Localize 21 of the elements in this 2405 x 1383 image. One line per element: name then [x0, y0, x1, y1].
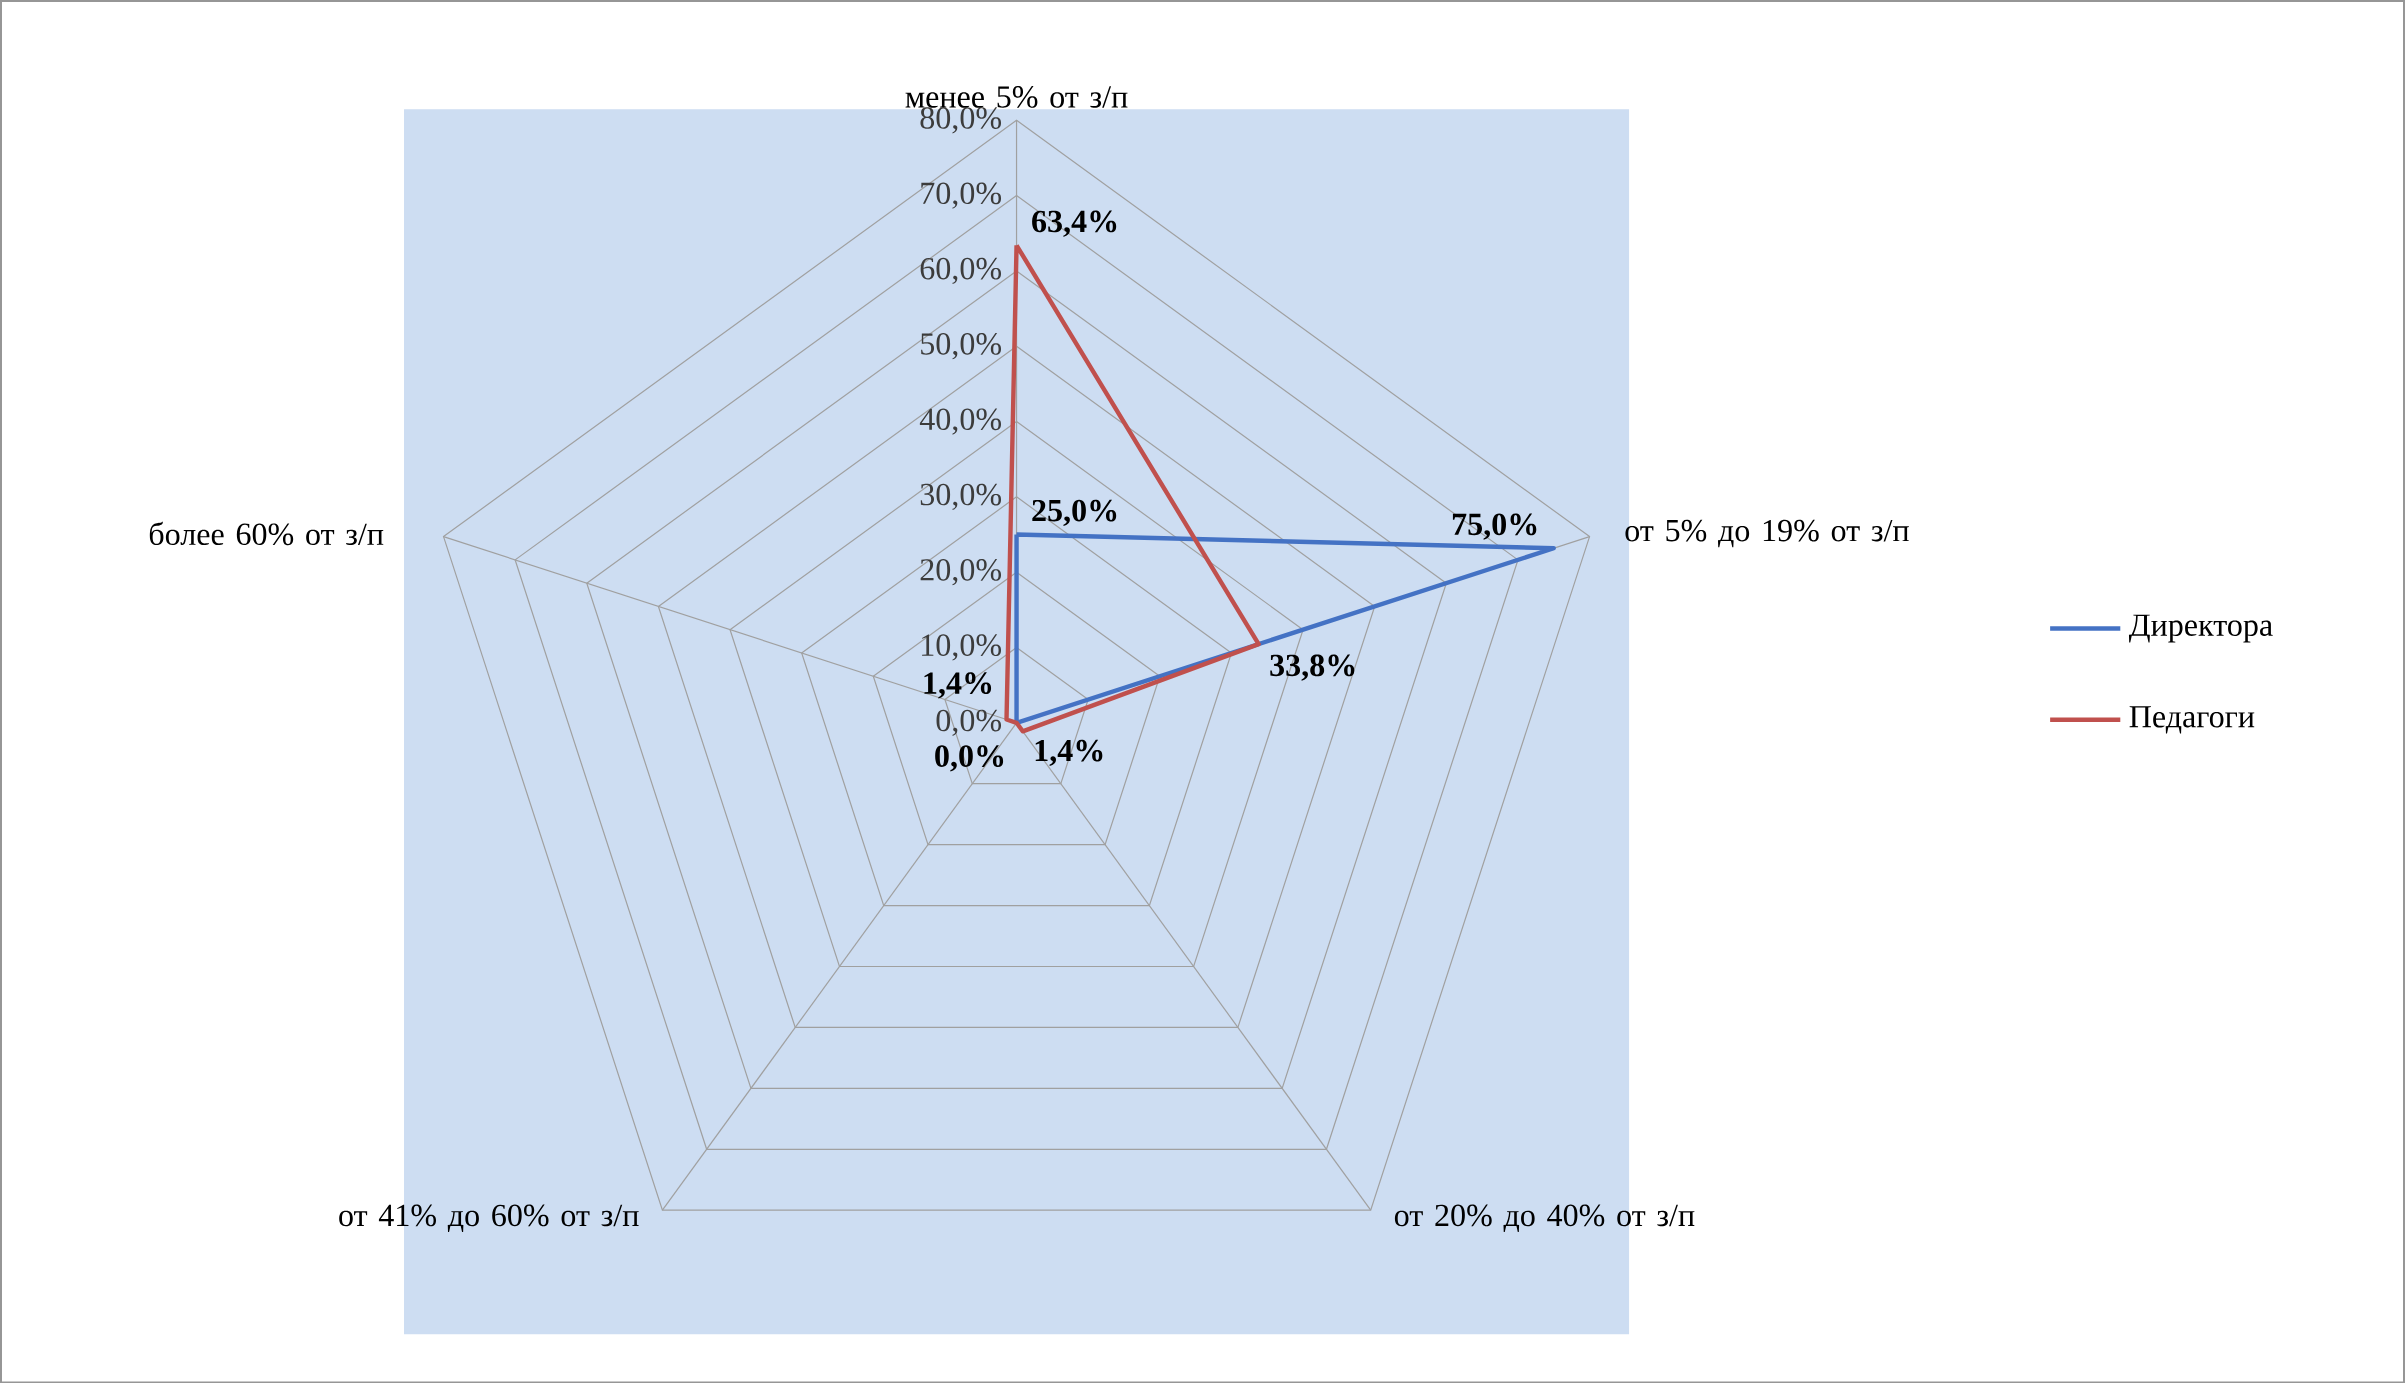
- y-tick-label: 20,0%: [920, 558, 1002, 586]
- y-tick-label: 40,0%: [919, 408, 1002, 435]
- spoke-label: менее 5% от з/п: [905, 85, 1128, 108]
- spoke-label: от 20% до 40% от з/п: [1394, 1204, 1695, 1232]
- y-tick-label: 70,0%: [921, 182, 1002, 209]
- spoke-label: от 5% до 19% от з/п: [1625, 519, 1909, 548]
- spoke-label: более 60% от з/п: [149, 521, 384, 545]
- data-label: 33,8%: [1270, 654, 1355, 681]
- y-tick-label: 50,0%: [921, 332, 1002, 360]
- data-label: 75,0%: [1452, 513, 1537, 540]
- data-label: 25,0%: [1032, 499, 1117, 526]
- y-tick-label: 60,0%: [920, 257, 1002, 284]
- data-label: 63,4%: [1032, 210, 1117, 237]
- y-tick-label: 0,0%: [936, 709, 1002, 736]
- data-label: 1,4%: [924, 672, 992, 699]
- data-label: 1,4%: [1035, 739, 1103, 766]
- y-tick-label: 30,0%: [920, 483, 1002, 510]
- legend-label: Директора: [2128, 614, 2273, 643]
- y-tick-label: 10,0%: [922, 634, 1002, 661]
- legend-label: Педагоги: [2129, 705, 2255, 734]
- spoke-label: от 41% до 60% от з/п: [339, 1204, 639, 1232]
